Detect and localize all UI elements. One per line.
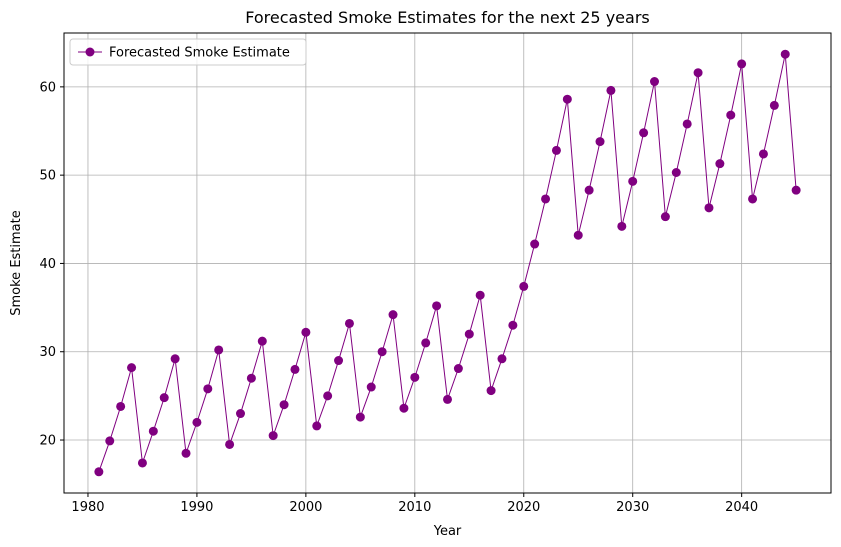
data-point [366, 382, 376, 392]
data-point [116, 401, 126, 411]
grid [64, 33, 831, 493]
data-point [682, 119, 692, 129]
data-point [432, 301, 442, 311]
data-point [584, 185, 594, 195]
data-point [519, 281, 529, 291]
data-point [704, 203, 714, 213]
legend: Forecasted Smoke Estimate [69, 38, 307, 66]
data-point [780, 49, 790, 59]
x-tick-label: 2020 [507, 500, 540, 515]
data-point [595, 137, 605, 147]
y-tick-label: 40 [39, 257, 56, 272]
data-point [453, 364, 463, 374]
data-point [192, 417, 202, 427]
data-point [617, 221, 627, 231]
data-point [236, 409, 245, 419]
data-point [486, 386, 496, 396]
legend-box [69, 38, 307, 66]
data-point [748, 194, 758, 204]
data-point [573, 230, 583, 240]
data-point [279, 400, 289, 410]
data-point [148, 426, 158, 436]
y-tick-label: 60 [39, 80, 56, 95]
data-point [377, 347, 387, 357]
data-point [344, 318, 354, 328]
y-axis-label: Smoke Estimate [9, 210, 24, 316]
data-point [301, 327, 311, 337]
data-point [541, 194, 551, 204]
legend-marker-swatch [85, 47, 95, 57]
data-point [530, 239, 540, 249]
data-point [290, 364, 300, 374]
data-point [257, 336, 267, 346]
y-tick-label: 20 [39, 434, 56, 449]
data-point [268, 431, 278, 441]
series-layer [94, 49, 801, 477]
y-axis-ticks: 20 30 40 50 60 [39, 80, 64, 449]
data-point [650, 77, 659, 87]
data-point [606, 85, 616, 95]
y-tick-label: 30 [39, 345, 56, 360]
data-point [551, 145, 561, 155]
data-point [170, 354, 180, 364]
data-point [399, 403, 409, 413]
data-point [355, 412, 365, 422]
data-point [693, 68, 703, 78]
x-axis-ticks: 1980 1990 2000 2010 2020 2030 2040 [71, 493, 758, 515]
data-point [639, 128, 649, 138]
data-point [769, 100, 779, 110]
y-tick-label: 50 [39, 169, 56, 184]
x-tick-label: 1980 [71, 500, 104, 515]
data-point [443, 394, 452, 404]
data-point [791, 185, 801, 195]
chart-title: Forecasted Smoke Estimates for the next … [245, 8, 649, 27]
data-point [508, 320, 518, 330]
data-point [225, 439, 235, 449]
data-point [94, 467, 104, 477]
data-point [660, 212, 670, 222]
data-point [127, 363, 137, 373]
data-point [159, 393, 169, 403]
data-point [323, 391, 333, 401]
data-point [410, 372, 420, 382]
x-tick-label: 2040 [725, 500, 758, 515]
data-point [421, 338, 431, 348]
data-point [497, 354, 507, 364]
data-point [758, 149, 768, 159]
data-point [671, 168, 681, 177]
data-point [137, 458, 147, 468]
data-point [181, 448, 191, 458]
x-axis-label: Year [433, 524, 462, 539]
data-point [464, 329, 474, 339]
data-point [562, 94, 572, 104]
data-point [475, 290, 485, 300]
x-tick-label: 2030 [616, 500, 649, 515]
x-tick-label: 1990 [180, 500, 213, 515]
data-point [726, 110, 736, 120]
data-point [737, 59, 747, 69]
data-point [715, 159, 725, 169]
data-point [105, 436, 115, 446]
data-point [334, 356, 344, 366]
data-point [388, 310, 398, 320]
data-point [246, 373, 256, 383]
data-point [203, 384, 213, 394]
data-point [312, 421, 322, 431]
data-point [628, 176, 638, 186]
legend-entry: Forecasted Smoke Estimate [109, 46, 290, 61]
x-tick-label: 2000 [289, 500, 322, 515]
x-tick-label: 2010 [398, 500, 431, 515]
data-point [214, 345, 224, 355]
